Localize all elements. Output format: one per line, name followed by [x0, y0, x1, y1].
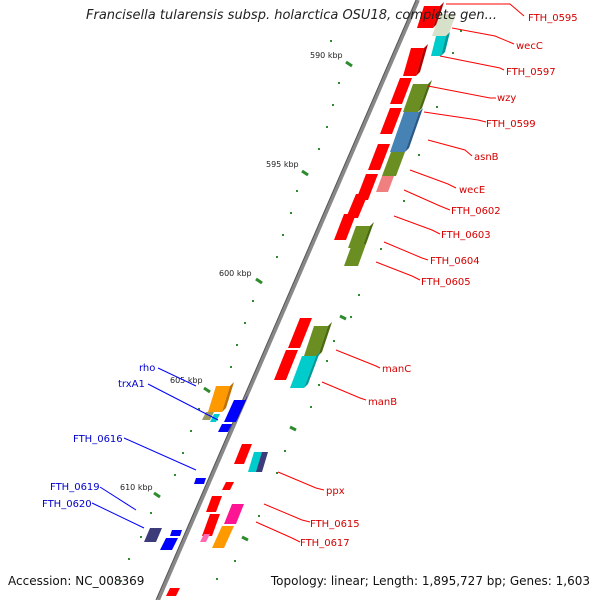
gene-fth-0620[interactable] — [160, 530, 182, 550]
kbp-labels: 590 kbp 595 kbp 600 kbp 605 kbp 610 kbp — [120, 51, 343, 492]
kbp-tick — [241, 535, 249, 542]
gene-wece[interactable] — [356, 174, 378, 200]
minor-ticks — [120, 30, 462, 582]
gene-label[interactable]: trxA1 — [118, 379, 145, 390]
gene-wzy[interactable] — [390, 78, 432, 112]
right-leaders — [255, 3, 525, 543]
gene-wecc[interactable] — [431, 14, 456, 56]
gene-fth-0616[interactable] — [194, 478, 206, 484]
gene-fth-0604[interactable] — [348, 222, 374, 248]
genome-backbone — [156, 0, 420, 600]
gene-fth-0597[interactable] — [403, 44, 428, 76]
gene-fth-0605[interactable] — [344, 244, 366, 266]
gene-blocks — [144, 2, 456, 596]
kbp-tick — [203, 386, 211, 394]
gene-label[interactable]: wecE — [459, 185, 485, 196]
kbp-tick — [153, 491, 161, 499]
gene-label[interactable]: manB — [368, 397, 397, 408]
gene-fth-0615[interactable] — [202, 482, 244, 536]
gene-label[interactable]: FTH_0599 — [486, 119, 536, 130]
gene-asnb[interactable] — [368, 144, 405, 192]
accession-text: Accession: NC_008369 — [8, 574, 145, 588]
kbp-label: 590 kbp — [310, 51, 343, 60]
kbp-label: 605 kbp — [170, 376, 203, 385]
gene-label[interactable]: FTH_0595 — [528, 13, 578, 24]
map-title: Francisella tularensis subsp. holarctica… — [86, 8, 497, 23]
right-gene-labels: FTH_0595 wecC FTH_0597 wzy FTH_0599 asnB… — [300, 13, 578, 549]
gene-label[interactable]: FTH_0604 — [430, 256, 480, 267]
gene-label[interactable]: FTH_0597 — [506, 67, 556, 78]
gene-fth-0619[interactable] — [144, 528, 162, 542]
gene-label[interactable]: manC — [382, 364, 411, 375]
gene-label[interactable]: FTH_0602 — [451, 206, 501, 217]
genome-backbone-highlight — [155, 0, 417, 600]
gene-fth-0599[interactable] — [380, 108, 423, 152]
gene-label[interactable]: FTH_0605 — [421, 277, 471, 288]
kbp-label: 600 kbp — [219, 269, 252, 278]
gene-label[interactable]: FTH_0617 — [300, 538, 350, 549]
kbp-tick — [289, 425, 297, 432]
gene-fth-0595[interactable] — [417, 2, 444, 28]
kbp-label: 595 kbp — [266, 160, 299, 169]
gene-label[interactable]: asnB — [474, 152, 499, 163]
kbp-ticks — [153, 60, 353, 542]
gene-ppx[interactable] — [234, 444, 268, 472]
gene-label[interactable]: wzy — [497, 93, 516, 104]
gene-label[interactable]: ppx — [326, 486, 345, 497]
gene-rho[interactable] — [202, 382, 234, 422]
gene-manb[interactable] — [274, 350, 320, 388]
gene-manc[interactable] — [288, 318, 332, 356]
gene-fth-0602[interactable] — [346, 194, 368, 218]
gene-fth-0603[interactable] — [334, 214, 356, 240]
gene-label[interactable]: FTH_0603 — [441, 230, 491, 241]
gene-fth-0617[interactable] — [200, 526, 234, 548]
kbp-tick — [301, 169, 309, 177]
gene-label[interactable]: wecC — [516, 41, 543, 52]
left-gene-labels: rho trxA1 FTH_0616 FTH_0619 FTH_0620 — [42, 363, 155, 510]
kbp-label: 610 kbp — [120, 483, 153, 492]
left-leaders — [91, 367, 219, 529]
topology-text: Topology: linear; Length: 1,895,727 bp; … — [270, 574, 590, 588]
kbp-tick — [255, 277, 263, 285]
gene-label[interactable]: rho — [139, 363, 155, 374]
kbp-tick — [339, 314, 347, 321]
gene-label[interactable]: FTH_0615 — [310, 519, 360, 530]
gene-label[interactable]: FTH_0616 — [73, 434, 123, 445]
gene-label[interactable]: FTH_0620 — [42, 499, 92, 510]
gene-label[interactable]: FTH_0619 — [50, 482, 100, 493]
kbp-tick — [345, 60, 353, 68]
gene-bottom — [166, 588, 180, 596]
gene-trxa1[interactable] — [218, 394, 248, 432]
